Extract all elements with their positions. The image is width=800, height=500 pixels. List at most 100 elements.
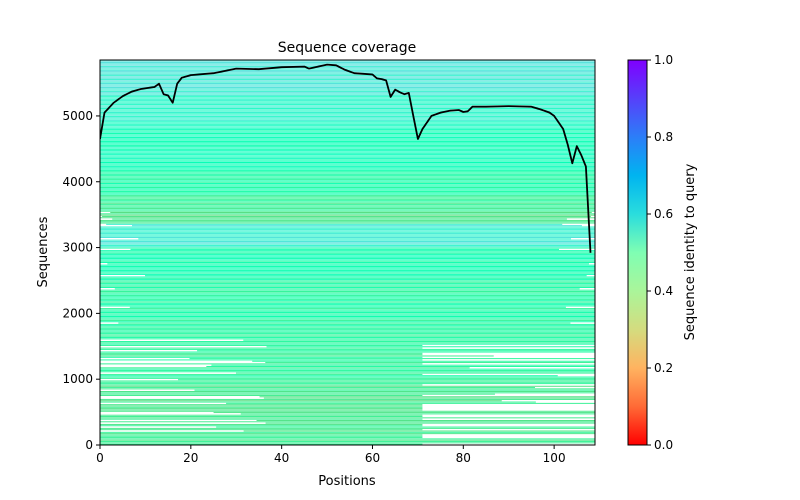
heatmap-row	[100, 171, 595, 173]
heatmap-row	[100, 437, 423, 439]
heatmap-row	[100, 131, 595, 133]
heatmap-row	[100, 152, 595, 154]
heatmap-row	[100, 313, 595, 315]
heatmap-row	[100, 343, 595, 345]
heatmap-row	[102, 215, 591, 217]
heatmap-row	[100, 181, 595, 183]
heatmap-row	[100, 289, 595, 291]
heatmap-row	[100, 269, 595, 271]
heatmap-row	[100, 175, 595, 177]
heatmap-row	[100, 405, 423, 407]
heatmap-row	[100, 109, 595, 111]
heatmap-row	[100, 105, 595, 107]
heatmap-row	[100, 189, 595, 191]
heatmap-row	[243, 430, 595, 432]
heatmap-row	[211, 364, 595, 366]
heatmap-row	[100, 111, 595, 113]
heatmap-row	[100, 135, 595, 137]
heatmap-row	[100, 233, 595, 235]
heatmap-row	[100, 184, 595, 186]
heatmap-row	[100, 177, 595, 179]
heatmap-row	[100, 92, 595, 94]
heatmap-row	[100, 219, 595, 221]
heatmap-row	[100, 256, 595, 258]
heatmap-row	[100, 100, 595, 102]
heatmap-row	[100, 81, 595, 83]
heatmap-row	[100, 355, 494, 357]
heatmap-row	[100, 122, 595, 124]
heatmap-row	[100, 271, 595, 273]
heatmap-row	[100, 280, 595, 282]
heatmap-row	[100, 180, 595, 182]
heatmap-row	[100, 423, 423, 425]
heatmap-row	[189, 358, 595, 360]
heatmap-row	[100, 285, 595, 287]
heatmap-row	[100, 169, 595, 171]
heatmap-row	[100, 404, 423, 406]
heatmap-row	[100, 242, 595, 244]
heatmap-row	[100, 300, 595, 302]
heatmap-row	[100, 302, 595, 304]
heatmap-row	[100, 348, 595, 350]
heatmap-row	[100, 247, 595, 249]
heatmap-row	[100, 183, 595, 185]
heatmap-row	[100, 268, 595, 270]
colorbar-tick-label: 0.0	[654, 438, 673, 452]
heatmap-row	[100, 259, 595, 261]
heatmap-row	[100, 383, 595, 385]
heatmap-row	[100, 102, 595, 104]
heatmap-row	[100, 80, 595, 82]
heatmap-row	[100, 344, 423, 346]
colorbar-ticks: 0.0 0.2 0.4 0.6 0.8 1.0	[647, 53, 673, 452]
heatmap-row	[100, 176, 595, 178]
heatmap-row	[100, 104, 595, 106]
heatmap-row	[100, 61, 595, 63]
heatmap-row	[100, 83, 595, 85]
heatmap-row	[100, 138, 595, 140]
heatmap-row	[100, 294, 595, 296]
y-tick-label: 2000	[62, 306, 93, 320]
heatmap-row	[100, 317, 595, 319]
heatmap-row	[130, 248, 560, 250]
heatmap-row	[100, 439, 595, 441]
heatmap-row	[100, 244, 595, 246]
heatmap-row	[100, 204, 595, 206]
heatmap-row	[100, 314, 595, 316]
heatmap-row	[100, 239, 595, 241]
heatmap-row	[100, 206, 595, 208]
heatmap-row	[100, 108, 595, 110]
heatmap-row	[100, 76, 595, 78]
heatmap-row	[100, 106, 595, 108]
heatmap-row	[100, 213, 595, 215]
heatmap-row	[100, 158, 595, 160]
heatmap-row	[100, 391, 595, 393]
x-tick-label: 0	[96, 451, 104, 465]
heatmap-row	[100, 321, 595, 323]
heatmap-row	[100, 85, 595, 87]
heatmap-row	[100, 319, 595, 321]
x-tick-label: 80	[456, 451, 471, 465]
heatmap-row	[100, 168, 595, 170]
heatmap-row	[100, 417, 595, 419]
heatmap-row	[100, 63, 595, 65]
heatmap-row	[206, 366, 595, 367]
y-axis-label: Sequences	[36, 216, 51, 287]
chart-title: Sequence coverage	[278, 40, 417, 56]
heatmap-row	[100, 421, 595, 423]
heatmap-row	[100, 304, 595, 306]
heatmap-row	[100, 198, 595, 200]
heatmap-row	[100, 134, 595, 136]
heatmap-row	[118, 322, 571, 324]
heatmap-row	[100, 230, 595, 232]
heatmap-row	[100, 67, 595, 69]
heatmap-row	[100, 65, 595, 67]
heatmap-row	[100, 334, 595, 336]
heatmap-row	[100, 400, 502, 402]
coverage-line-layer	[100, 63, 592, 253]
colorbar-label: Sequence identity to query	[683, 163, 698, 340]
heatmap-row	[100, 154, 595, 156]
heatmap-row	[100, 209, 595, 211]
heatmap-row	[100, 260, 595, 262]
colorbar-gradient	[627, 59, 648, 446]
heatmap-row	[100, 410, 595, 412]
